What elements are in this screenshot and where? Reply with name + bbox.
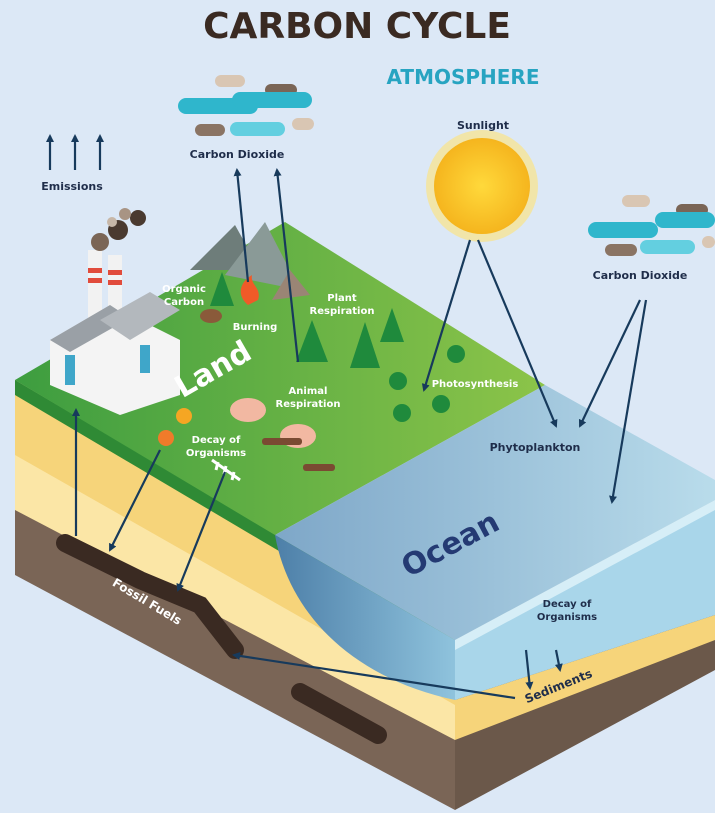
co2-label: Carbon Dioxide — [190, 148, 285, 161]
emissions-label: Emissions — [41, 180, 103, 193]
carbon-cycle-diagram: CARBON CYCLE ATMOSPHERE — [0, 0, 715, 813]
sun — [434, 138, 530, 234]
title: CARBON CYCLE — [203, 6, 511, 47]
photosynthesis-label: Photosynthesis — [432, 379, 519, 390]
burning-label: Burning — [233, 322, 278, 333]
cloud — [178, 75, 314, 136]
cloud — [588, 195, 715, 256]
sunlight-label: Sunlight — [457, 119, 509, 132]
atmosphere-label: ATMOSPHERE — [387, 65, 540, 89]
phytoplankton-label: Phytoplankton — [490, 441, 581, 454]
factory — [50, 208, 180, 415]
co2-label: Carbon Dioxide — [593, 269, 688, 282]
